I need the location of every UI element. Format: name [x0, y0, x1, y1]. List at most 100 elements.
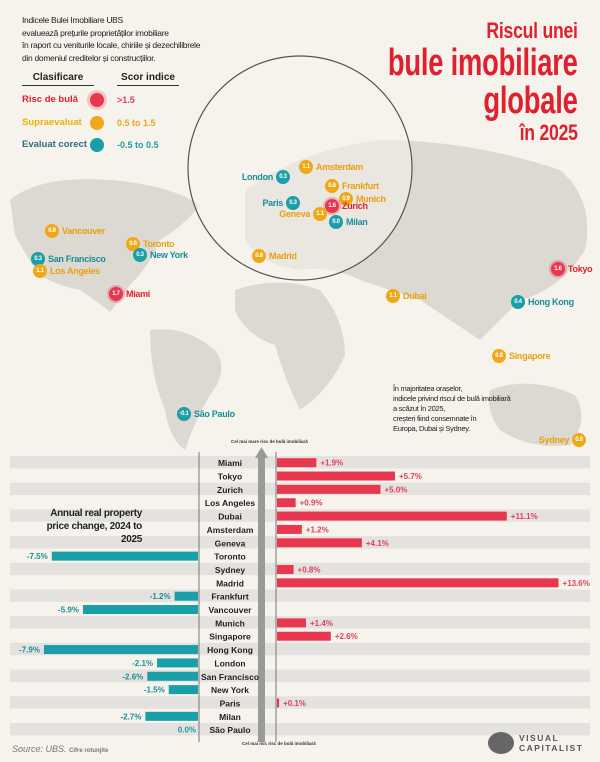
bar-positive [277, 471, 395, 481]
bar-value-label: -2.6% [122, 672, 143, 681]
score-badge: 1.1 [299, 160, 313, 174]
city-label: Zurich [217, 485, 243, 495]
legend-header-score: Scor indice [117, 72, 179, 86]
intro-line: Indicele Bulei Imobiliare UBS [22, 15, 123, 25]
city-marker: London 0.3 [239, 170, 290, 184]
city-name: Toronto [143, 239, 175, 249]
bar-value-label: 0.0% [178, 726, 196, 735]
logo-icon [488, 732, 514, 754]
city-name: Paris [262, 198, 283, 208]
city-label: Milan [219, 712, 241, 722]
bar-positive [277, 458, 317, 468]
brand-line: VISUAL [519, 733, 560, 743]
city-label: Los Angeles [205, 498, 255, 508]
city-name: Zurich [342, 201, 368, 211]
city-label: Tokyo [218, 472, 242, 482]
city-marker: 1.1 Dubai [386, 289, 430, 303]
city-label: Toronto [214, 552, 245, 562]
city-label: Sydney [215, 565, 246, 575]
city-name: New York [150, 250, 188, 260]
bar-value-label: +0.9% [300, 499, 323, 508]
city-marker: 0.3 San Francisco [31, 252, 109, 266]
score-badge: 0.8 [45, 224, 59, 238]
bar-positive [277, 564, 294, 574]
legend-header-classification: Clasificare [22, 72, 94, 86]
city-name: Geneva [279, 209, 310, 219]
city-label: London [214, 658, 245, 668]
city-marker: 0.0 Milan [329, 215, 371, 229]
city-marker: 0.4 Hong Kong [511, 295, 577, 309]
source-text: Source: UBS. [12, 744, 67, 754]
bar-value-label: +5.0% [385, 485, 408, 494]
city-name: Amsterdam [316, 162, 363, 172]
score-badge: 0.4 [511, 295, 525, 309]
intro-line: în raport cu veniturile locale, chiriile… [22, 40, 201, 50]
city-marker: 0.8 Vancouver [45, 224, 108, 238]
risk-arrow-head [255, 447, 268, 458]
bar-negative [145, 711, 198, 721]
legend-label-fair: Evaluat corect [22, 139, 87, 150]
city-label: Amsterdam [207, 525, 254, 535]
bar-value-label: +1.2% [306, 525, 329, 534]
title-line: Riscul unei [486, 18, 578, 43]
city-label: Miami [218, 458, 242, 468]
legend-dot-red [90, 93, 104, 107]
city-marker: 1.7 Miami [109, 287, 153, 301]
bar-value-label: +5.7% [399, 472, 422, 481]
city-name: São Paulo [194, 409, 235, 419]
score-badge: 1.1 [33, 264, 47, 278]
city-label: Dubai [218, 512, 242, 522]
legend-dot-yellow [90, 116, 104, 130]
row-stripe [10, 562, 590, 576]
score-badge: 0.8 [126, 237, 140, 251]
city-label: São Paulo [209, 725, 250, 735]
score-badge: 1.7 [109, 287, 123, 301]
title-line: globale [483, 80, 578, 122]
legend-range: 0.5 to 1.5 [117, 118, 156, 128]
price-change-chart: Miami +1.9% Tokyo +5.7% Zurich +5.0% Los Angel… [10, 447, 590, 742]
city-label: Madrid [216, 578, 244, 588]
city-marker: Paris 0.3 [259, 196, 300, 210]
bar-positive [277, 524, 302, 534]
note-line: creșteri fiind consemnate în [393, 414, 477, 423]
note-line: În majoritatea orașelor, [393, 384, 463, 393]
row-stripe [10, 696, 590, 709]
axis-bottom-label: Cel mai mic risc de bulă imobiliară [242, 741, 316, 746]
bar-value-label: -1.2% [150, 592, 171, 601]
bar-negative [43, 645, 199, 655]
city-name: San Francisco [48, 254, 106, 264]
legend-dot-teal [90, 138, 104, 152]
score-badge: 0.3 [133, 248, 147, 262]
score-badge: 0.3 [276, 170, 290, 184]
score-badge: 0.8 [572, 433, 586, 447]
city-marker: 0.8 Frankfurt [325, 179, 382, 193]
city-label: Hong Kong [207, 645, 253, 655]
bar-value-label: -7.9% [19, 646, 40, 655]
city-marker: 1.6 Tokyo [551, 262, 595, 276]
score-badge: 1.1 [313, 207, 327, 221]
city-marker: 0.8 Singapore [492, 349, 553, 363]
city-name: Dubai [403, 291, 427, 301]
city-name: Los Angeles [50, 266, 100, 276]
bar-positive [277, 631, 331, 641]
bar-positive [277, 698, 280, 708]
score-badge: -0.1 [177, 407, 191, 421]
city-label: San Francisco [201, 672, 259, 682]
bar-negative [147, 671, 198, 681]
bar-value-label: -2.7% [120, 712, 141, 721]
intro-line: evaluează prețurile proprietăților imobi… [22, 27, 169, 38]
legend-range: -0.5 to 0.5 [117, 140, 159, 150]
city-name: Sydney [538, 435, 570, 445]
city-name: London [241, 172, 273, 182]
bar-value-label: +4.1% [366, 539, 389, 548]
city-name: Milan [346, 217, 368, 227]
note-line: Europa, Dubai și Sydney. [393, 424, 470, 433]
score-badge: 1.6 [325, 199, 339, 213]
brand-line: CAPITALIST [519, 743, 584, 753]
bar-value-label: -7.5% [27, 552, 48, 561]
title-line: în 2025 [519, 120, 578, 145]
bar-value-label: +1.4% [310, 619, 333, 628]
intro-line: din domeniul creditelor și construcțiilo… [22, 52, 156, 63]
bar-value-label: +1.9% [320, 459, 343, 468]
legend-label-overvalued: Supraevaluat [22, 117, 82, 128]
